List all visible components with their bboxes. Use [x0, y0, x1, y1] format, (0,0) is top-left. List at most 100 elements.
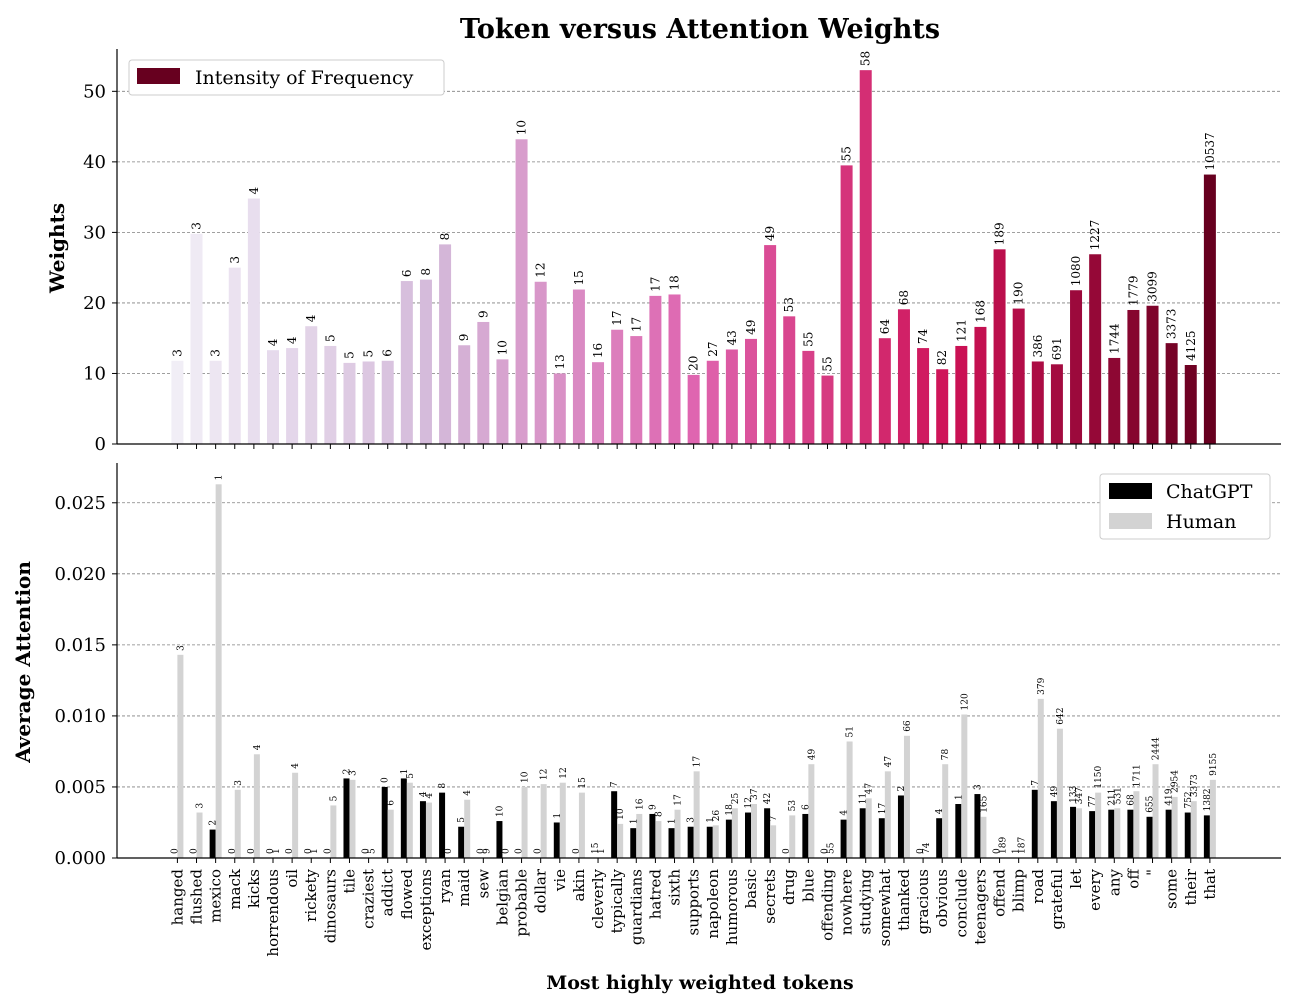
x-tick-label: offending: [818, 869, 836, 941]
human-bar: [464, 799, 471, 858]
human-bar-label: 7: [769, 815, 779, 821]
chatgpt-bar-label: 4: [935, 808, 945, 814]
chatgpt-bar-label: 0: [993, 848, 1003, 854]
human-bar-label: 2954: [1171, 770, 1181, 793]
top-bar-label: 10: [515, 120, 529, 135]
top-bar-label: 49: [744, 320, 758, 335]
top-bar-label: 9: [476, 310, 490, 318]
x-tick-label: offend: [991, 869, 1009, 917]
x-axis-label: Most highly weighted tokens: [546, 972, 854, 994]
chatgpt-bar-label: 1: [954, 794, 964, 800]
top-bar-label: 10: [495, 340, 509, 355]
human-bar: [177, 654, 184, 858]
chatgpt-bar-label: 211: [1107, 789, 1117, 806]
top-bar: [955, 345, 968, 444]
chatgpt-bar-label: 0: [170, 848, 180, 854]
x-tick-label: akin: [570, 869, 588, 902]
human-bar: [215, 484, 222, 858]
chatgpt-bar-label: 17: [878, 802, 888, 814]
human-bar-label: 4: [253, 744, 263, 750]
x-tick-label: blimp: [1010, 869, 1028, 912]
x-tick-label: napoleon: [704, 869, 722, 939]
x-tick-label: drug: [780, 869, 798, 905]
top-bar-label: 5: [342, 351, 356, 359]
chatgpt-bar: [343, 778, 350, 858]
top-bar-label: 6: [381, 349, 395, 357]
top-bar-label: 58: [859, 51, 873, 66]
x-tick-label: hatred: [646, 869, 664, 920]
chatgpt-bar-label: 6: [801, 804, 811, 810]
human-bar: [942, 764, 949, 858]
chatgpt-bar: [496, 821, 503, 858]
top-bar: [1165, 343, 1178, 444]
top-bar-label: 82: [935, 350, 949, 365]
human-bar: [1190, 801, 1197, 858]
top-bar: [381, 360, 394, 444]
top-bar-label: 386: [1031, 335, 1045, 358]
top-axes: 0 10 20 30 40 50: [83, 49, 1281, 455]
x-tick-label: studying: [857, 869, 875, 935]
human-bar-label: 2444: [1152, 737, 1162, 760]
x-tick-label: sixth: [666, 869, 684, 906]
human-bar-label: 9155: [1209, 753, 1219, 776]
human-bar: [387, 809, 394, 858]
chatgpt-bar-label: 1: [629, 818, 639, 824]
chatgpt-bar: [1108, 809, 1115, 858]
human-bar-label: 12: [559, 767, 569, 778]
human-bar-label: 0: [501, 848, 511, 854]
chatgpt-bar-label: 4: [840, 810, 850, 816]
top-bar: [496, 359, 509, 444]
legend-human-swatch: [1109, 513, 1152, 529]
chatgpt-bar-label: 419: [1165, 788, 1175, 805]
top-bar-label: 13: [553, 354, 567, 369]
top-bar-label: 1227: [1088, 220, 1102, 251]
top-legend-box: [128, 59, 445, 96]
x-tick-label: probable: [513, 869, 531, 937]
chatgpt-bar: [687, 826, 694, 858]
human-bar-label: 4: [425, 793, 435, 799]
legend-human-label: Human: [1166, 511, 1236, 533]
x-tick-label: conclude: [952, 869, 970, 938]
chatgpt-bar: [630, 828, 637, 858]
top-bar: [362, 361, 375, 444]
human-bar-label: 17: [693, 756, 703, 768]
x-tick-label: obvious: [933, 869, 951, 927]
top-bar-label: 43: [725, 330, 739, 345]
x-tick-label: exceptions: [417, 869, 435, 950]
top-bar: [1146, 305, 1159, 444]
top-bar-label: 121: [954, 319, 968, 342]
x-tick-label: let: [1067, 869, 1085, 889]
top-bar: [974, 326, 987, 444]
chatgpt-bar-label: 10: [495, 805, 505, 817]
x-tick-label: hanged: [168, 869, 186, 926]
top-bar-label: 4: [304, 314, 318, 322]
human-bar: [731, 808, 738, 858]
chatgpt-bar: [974, 794, 981, 858]
top-bar: [419, 279, 432, 444]
human-bar: [234, 789, 241, 858]
human-bar-label: 17: [674, 794, 684, 806]
human-bar: [674, 809, 681, 858]
x-tick-label: secrets: [761, 869, 779, 924]
top-bar-label: 18: [668, 275, 682, 290]
human-bar: [808, 764, 815, 858]
human-bar-label: 47: [884, 756, 894, 768]
top-bar: [917, 348, 930, 444]
chart-title: Token versus Attention Weights: [460, 14, 940, 45]
chatgpt-bar-label: 7: [1031, 780, 1041, 786]
bottom-bars: [177, 484, 1216, 858]
human-bar: [1209, 779, 1216, 858]
chatgpt-bar-label: 133: [1069, 785, 1079, 802]
top-y-axis-label: Weights: [45, 203, 69, 294]
top-bar-label: 8: [438, 233, 452, 241]
chatgpt-bar: [936, 818, 943, 858]
chatgpt-bar-label: 18: [725, 804, 735, 816]
legend-chatgpt-swatch: [1109, 483, 1152, 499]
human-bar: [846, 741, 853, 858]
x-tick-label: oil: [283, 869, 301, 888]
chatgpt-bar-label: 2: [897, 786, 907, 792]
human-bar-label: 8: [654, 811, 664, 817]
top-bar-label: 4: [266, 338, 280, 346]
